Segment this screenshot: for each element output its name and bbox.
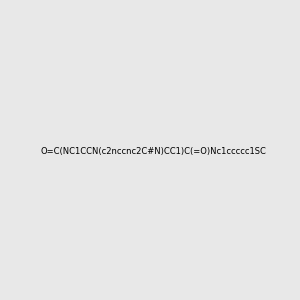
Text: O=C(NC1CCN(c2nccnc2C#N)CC1)C(=O)Nc1ccccc1SC: O=C(NC1CCN(c2nccnc2C#N)CC1)C(=O)Nc1ccccc… [41, 147, 267, 156]
